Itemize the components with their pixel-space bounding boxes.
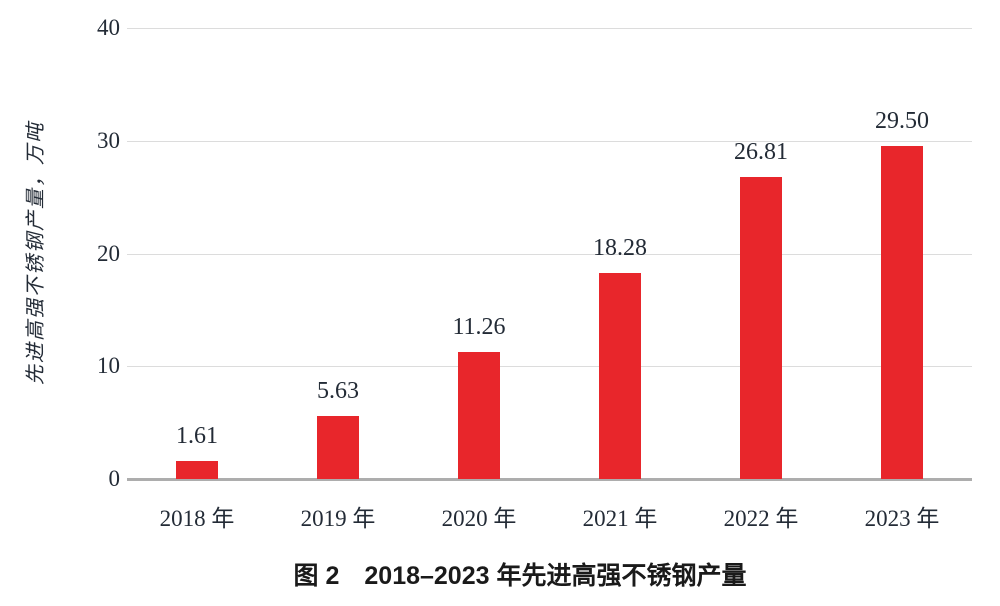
y-tick-label: 40: [97, 15, 120, 40]
bar-value-label: 26.81: [734, 139, 788, 165]
gridline: [127, 366, 972, 368]
y-axis-title: 先进高强不锈钢产量，万吨: [25, 121, 47, 385]
gridline: [127, 140, 972, 142]
bar: [599, 273, 641, 479]
gridline: [127, 253, 972, 255]
bar: [458, 352, 500, 479]
x-tick-label: 2023 年: [864, 506, 940, 531]
bar: [176, 461, 218, 479]
x-tick-label: 2019 年: [300, 506, 376, 531]
x-tick-label: 2018 年: [159, 506, 235, 531]
bar-value-label: 1.61: [176, 423, 218, 449]
gridline: [127, 28, 972, 29]
y-tick-label: 10: [97, 353, 120, 379]
x-axis-line: [127, 478, 972, 481]
x-tick-label: 2022 年: [723, 506, 799, 531]
x-tick-label: 2021 年: [582, 506, 658, 531]
y-tick-label: 20: [97, 240, 120, 266]
bar: [317, 416, 359, 479]
y-tick-label: 30: [97, 127, 120, 153]
bar: [881, 146, 923, 479]
bar-value-label: 29.50: [875, 108, 929, 134]
x-tick-label: 2020 年: [441, 506, 517, 531]
bar-value-label: 18.28: [593, 235, 647, 261]
bar: [740, 177, 782, 479]
plot-area: [127, 28, 972, 481]
figure-caption: 图 2 2018–2023 年先进高强不锈钢产量: [293, 562, 747, 590]
bar-value-label: 5.63: [317, 378, 359, 404]
y-tick-label: 0: [108, 466, 121, 491]
bar-value-label: 11.26: [452, 314, 506, 340]
